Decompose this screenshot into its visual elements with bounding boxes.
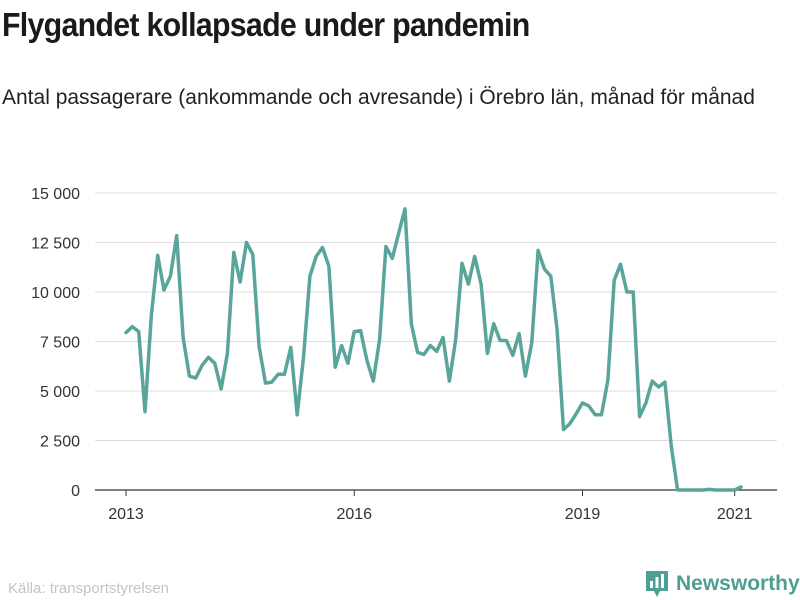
x-tick-label: 2016 bbox=[336, 506, 372, 523]
y-tick-label: 0 bbox=[71, 483, 80, 500]
newsworthy-logo-icon bbox=[646, 571, 668, 597]
y-tick-label: 10 000 bbox=[31, 285, 80, 302]
series-line bbox=[124, 207, 743, 492]
y-tick-label: 12 500 bbox=[31, 236, 80, 253]
chart-subtitle: Antal passagerare (ankommande och avresa… bbox=[2, 86, 755, 109]
brand-name: Newsworthy bbox=[676, 572, 800, 595]
x-tick-label: 2021 bbox=[717, 506, 753, 523]
chart-title: Flygandet kollapsade under pandemin bbox=[2, 6, 530, 43]
series-layer bbox=[124, 207, 743, 492]
gridlines bbox=[95, 192, 777, 491]
y-tick-label: 5 000 bbox=[40, 384, 80, 401]
y-tick-label: 15 000 bbox=[31, 186, 80, 203]
y-tick-label: 2 500 bbox=[40, 434, 80, 451]
y-tick-label: 7 500 bbox=[40, 335, 80, 352]
x-tick-label: 2013 bbox=[108, 506, 144, 523]
x-tick-label: 2019 bbox=[565, 506, 601, 523]
source-note: Källa: transportstyrelsen bbox=[8, 580, 169, 597]
x-axis: 2013 2016 2019 2021 bbox=[108, 490, 753, 523]
y-axis: 0 2 500 5 000 7 500 10 000 12 500 15 000 bbox=[31, 186, 80, 500]
brand-logo[interactable]: Newsworthy bbox=[644, 568, 800, 600]
